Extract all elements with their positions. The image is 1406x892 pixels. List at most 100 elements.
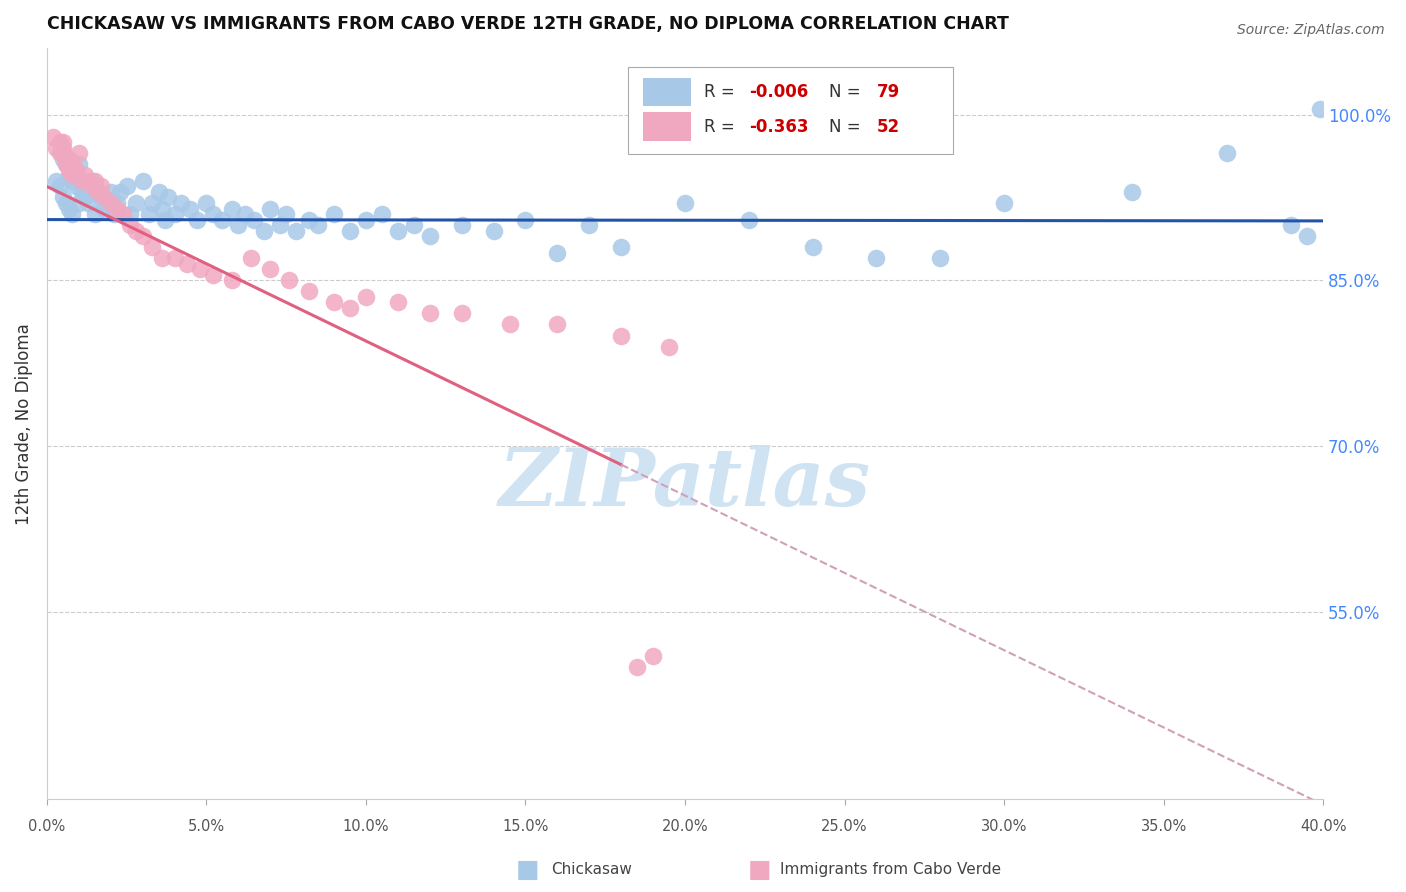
Point — [387, 224, 409, 238]
Text: R =: R = — [704, 118, 740, 136]
Point — [93, 190, 115, 204]
Point — [70, 185, 93, 199]
Point — [62, 174, 84, 188]
Point — [269, 218, 291, 232]
Text: 30.0%: 30.0% — [981, 819, 1028, 834]
Point — [195, 196, 218, 211]
Point — [240, 251, 263, 265]
Point — [103, 207, 125, 221]
Point — [419, 306, 441, 320]
Point — [323, 207, 346, 221]
Point — [259, 202, 281, 216]
Point — [163, 251, 186, 265]
Point — [125, 224, 148, 238]
Point — [48, 136, 70, 150]
Point — [131, 174, 153, 188]
Point — [284, 224, 307, 238]
Point — [100, 196, 122, 211]
Text: 52: 52 — [876, 118, 900, 136]
Point — [65, 179, 87, 194]
Point — [993, 196, 1015, 211]
Point — [55, 157, 77, 171]
Point — [643, 648, 665, 663]
Point — [278, 273, 301, 287]
Point — [62, 169, 84, 183]
Point — [70, 174, 93, 188]
Point — [62, 157, 84, 171]
Point — [1216, 146, 1239, 161]
Point — [1279, 218, 1302, 232]
Point — [83, 207, 105, 221]
Point — [1296, 229, 1319, 244]
Text: Immigrants from Cabo Verde: Immigrants from Cabo Verde — [780, 863, 1001, 877]
Point — [52, 152, 75, 166]
Point — [546, 318, 568, 332]
Point — [80, 179, 103, 194]
Point — [259, 262, 281, 277]
Point — [52, 136, 75, 150]
Point — [1309, 102, 1331, 116]
Point — [52, 146, 75, 161]
Point — [387, 295, 409, 310]
FancyBboxPatch shape — [643, 112, 692, 141]
Point — [546, 245, 568, 260]
Point — [482, 224, 505, 238]
Point — [150, 202, 173, 216]
Point — [150, 251, 173, 265]
Point — [48, 179, 70, 194]
Point — [179, 202, 201, 216]
Point — [801, 240, 824, 254]
Point — [77, 196, 100, 211]
Point — [515, 212, 537, 227]
Text: R =: R = — [704, 83, 740, 101]
Point — [243, 212, 266, 227]
Text: 40.0%: 40.0% — [1301, 819, 1347, 834]
Text: 25.0%: 25.0% — [821, 819, 868, 834]
Point — [100, 185, 122, 199]
Point — [211, 212, 233, 227]
Point — [186, 212, 208, 227]
Point — [58, 169, 80, 183]
Text: 20.0%: 20.0% — [662, 819, 709, 834]
Point — [450, 306, 472, 320]
Point — [58, 152, 80, 166]
Point — [578, 218, 600, 232]
Point — [90, 179, 112, 194]
Point — [90, 190, 112, 204]
Point — [83, 179, 105, 194]
Point — [83, 174, 105, 188]
Point — [371, 207, 394, 221]
Point — [658, 340, 681, 354]
Point — [87, 185, 110, 199]
Point — [58, 202, 80, 216]
Text: N =: N = — [830, 83, 866, 101]
Point — [45, 141, 67, 155]
Point — [228, 218, 250, 232]
Point — [141, 196, 163, 211]
Point — [354, 290, 377, 304]
Point — [65, 162, 87, 177]
Text: 10.0%: 10.0% — [343, 819, 389, 834]
Point — [75, 169, 97, 183]
Point — [138, 207, 160, 221]
Text: -0.363: -0.363 — [749, 118, 808, 136]
Point — [339, 301, 361, 315]
Point — [253, 224, 276, 238]
Text: 5.0%: 5.0% — [188, 819, 225, 834]
Point — [865, 251, 887, 265]
FancyBboxPatch shape — [643, 78, 692, 106]
Point — [148, 185, 170, 199]
Point — [87, 185, 110, 199]
Point — [55, 157, 77, 171]
Point — [170, 196, 193, 211]
Text: Source: ZipAtlas.com: Source: ZipAtlas.com — [1237, 23, 1385, 37]
Point — [929, 251, 952, 265]
Point — [354, 212, 377, 227]
Point — [110, 185, 132, 199]
Point — [157, 190, 180, 204]
Point — [45, 174, 67, 188]
Point — [112, 207, 135, 221]
Point — [96, 196, 118, 211]
Point — [141, 240, 163, 254]
Point — [276, 207, 298, 221]
